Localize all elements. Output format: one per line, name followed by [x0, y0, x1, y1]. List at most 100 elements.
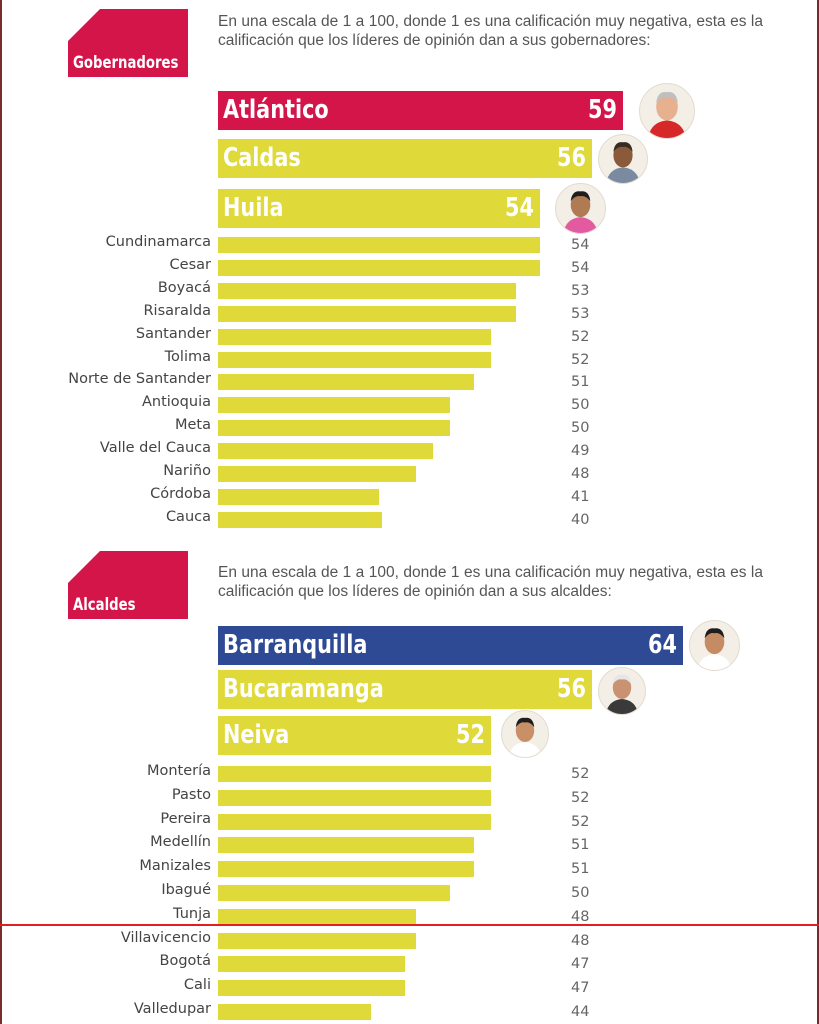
may-avatar-1 — [689, 620, 740, 671]
gov-value-label: 54 — [571, 259, 590, 276]
gov-value-label: 40 — [571, 511, 590, 528]
gov-avatar-2 — [598, 134, 648, 184]
may-avatar-3-drawing — [508, 717, 542, 757]
gov-bar — [218, 443, 433, 460]
may-bar — [218, 861, 474, 878]
may-value-label: 52 — [571, 766, 590, 782]
may-top-label: Bucaramanga — [223, 674, 384, 704]
gov-avatar-3-shirt — [563, 217, 598, 233]
gov-value-label: 49 — [571, 443, 590, 460]
may-bar — [218, 766, 491, 782]
may-value-label: 47 — [571, 980, 590, 997]
gobernadores-tag-label: Gobernadores — [73, 53, 179, 73]
may-top-value: 64 — [648, 630, 677, 660]
gov-category-label: Córdoba — [150, 485, 211, 502]
may-avatar-1-face — [704, 629, 725, 655]
gov-avatar-1 — [639, 83, 695, 139]
gov-avatar-2-shirt — [606, 167, 640, 183]
may-category-label: Cali — [183, 977, 211, 994]
may-bar — [218, 932, 416, 949]
may-top-label: Neiva — [223, 720, 290, 750]
gov-value-label: 54 — [571, 237, 590, 253]
gov-top-value: 59 — [588, 95, 617, 125]
page-border-right — [817, 0, 819, 1024]
gov-bar — [218, 374, 474, 391]
page-border-left — [0, 0, 2, 1024]
may-category-label: Tunja — [173, 905, 211, 922]
may-bar — [218, 885, 450, 901]
gov-bar — [218, 466, 416, 482]
gov-avatar-1-shirt — [648, 120, 686, 138]
may-avatar-2 — [598, 667, 646, 715]
may-top-value: 56 — [557, 674, 586, 704]
gov-category-label: Valle del Cauca — [99, 440, 211, 457]
gov-category-label: Norte de Santander — [68, 371, 211, 388]
may-avatar-2-face — [612, 676, 632, 700]
may-value-label: 48 — [571, 908, 590, 925]
gov-avatar-1-hair — [656, 91, 678, 103]
gov-category-label: Nariño — [163, 463, 211, 479]
gov-top-label: Huila — [223, 193, 284, 223]
gov-bar — [218, 488, 380, 505]
may-bar — [218, 1004, 371, 1020]
gov-avatar-3-hair — [570, 191, 591, 202]
may-avatar-3-face — [515, 719, 535, 743]
gov-category-label: Boyacá — [157, 279, 211, 296]
gov-bar — [218, 305, 516, 322]
may-category-label: Pasto — [171, 786, 211, 803]
alcaldes-tag-label: Alcaldes — [73, 595, 136, 615]
gov-category-label: Meta — [174, 417, 211, 434]
gov-value-label: 48 — [571, 466, 590, 482]
may-avatar-1-shirt — [697, 654, 732, 670]
may-category-label: Bogotá — [159, 953, 211, 970]
may-category-label: Manizales — [139, 858, 211, 875]
may-value-label: 51 — [571, 861, 590, 878]
gov-value-label: 51 — [571, 374, 590, 391]
may-category-label: Ibagué — [161, 882, 211, 898]
may-value-label: 52 — [571, 813, 590, 830]
gov-value-label: 52 — [571, 351, 590, 368]
may-category-label: Villavicencio — [120, 929, 211, 946]
alcaldes-intro: En una escala de 1 a 100, donde 1 es una… — [218, 564, 763, 600]
may-avatar-2-shirt — [605, 699, 639, 714]
gov-bar — [218, 420, 450, 437]
gobernadores-intro: En una escala de 1 a 100, donde 1 es una… — [218, 13, 763, 49]
gov-top-value: 56 — [557, 143, 586, 173]
gov-bar — [218, 259, 540, 276]
gov-value-label: 50 — [571, 420, 590, 437]
gov-value-label: 50 — [571, 397, 590, 414]
gov-value-label: 52 — [571, 328, 590, 345]
may-avatar-1-hair — [704, 628, 725, 639]
gov-bar — [218, 397, 450, 414]
gov-bar — [218, 328, 491, 345]
may-bar — [218, 956, 405, 973]
may-bar — [218, 837, 474, 854]
may-top-bar — [218, 626, 683, 665]
gov-avatar-3-face — [570, 192, 591, 218]
gov-category-label: Antioquia — [141, 394, 211, 411]
gov-top-bar — [218, 91, 623, 130]
gov-value-label: 41 — [571, 488, 590, 505]
gov-bar — [218, 511, 382, 528]
gov-category-label: Cundinamarca — [105, 234, 211, 250]
may-top-bar — [218, 670, 592, 709]
gov-bar — [218, 282, 516, 299]
gov-avatar-3 — [555, 183, 606, 234]
gov-avatar-2-drawing — [606, 142, 640, 183]
gov-category-label: Cesar — [169, 256, 211, 273]
gov-avatar-1-face — [656, 93, 678, 121]
gov-top-label: Atlántico — [223, 95, 329, 125]
may-avatar-2-hair — [612, 674, 632, 685]
may-value-label: 52 — [571, 789, 590, 806]
may-avatar-1-drawing — [697, 628, 732, 670]
may-value-label: 51 — [571, 837, 590, 854]
may-bar — [218, 980, 405, 997]
may-value-label: 44 — [571, 1004, 590, 1020]
may-avatar-3-hair — [515, 717, 535, 728]
gov-category-label: Risaralda — [143, 302, 211, 319]
gov-bar — [218, 237, 540, 253]
may-category-label: Medellín — [150, 834, 211, 851]
may-top-value: 52 — [456, 720, 485, 750]
may-top-bar — [218, 716, 491, 755]
